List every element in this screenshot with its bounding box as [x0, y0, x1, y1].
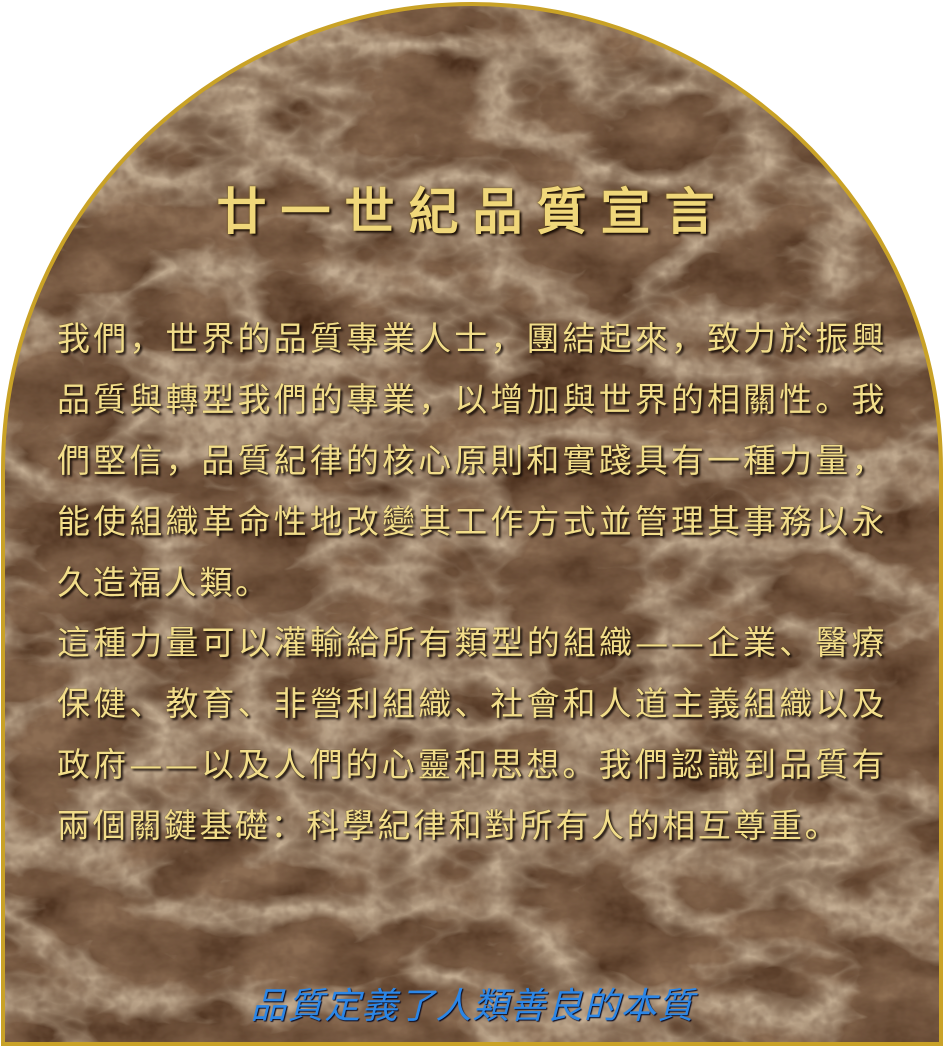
page-title: 廿一世紀品質宣言 — [216, 182, 729, 241]
declaration-paragraph-2: 這種力量可以灌輸給所有類型的組織——企業、醫療保健、教育、非營利組織、社會和人道… — [57, 623, 887, 845]
footer-slogan: 品質定義了人類善良的本質 — [250, 986, 695, 1027]
declaration-paragraph-1: 我們，世界的品質專業人士，團結起來，致力於振興品質與轉型我們的專業，以增加與世界… — [57, 319, 887, 602]
